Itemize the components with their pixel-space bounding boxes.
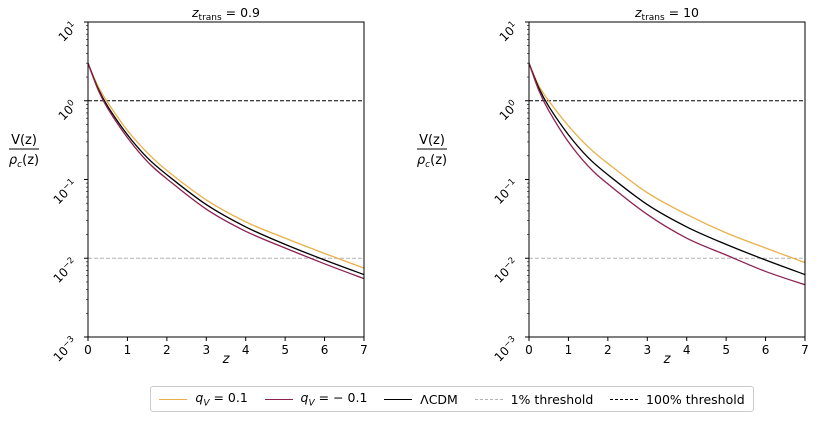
- legend-swatch: [384, 398, 413, 400]
- x-axis-label: z: [663, 352, 672, 367]
- x-tick-label: 4: [242, 343, 250, 357]
- plot-frame: [528, 21, 806, 338]
- y-tick-label: 10−3: [491, 334, 521, 364]
- panel-title: ztrans = 10: [634, 5, 699, 23]
- series-line-qv-neg: [88, 62, 364, 280]
- x-axis-label: z: [222, 352, 231, 367]
- legend-swatch: [264, 398, 293, 400]
- series-line-qv-pos: [88, 62, 364, 269]
- legend-swatch: [610, 398, 639, 400]
- panel-1: 0 1 2 3 4 5 6 7 10−3 10−2 10−1 100 101 ztrans = 0.9 z V…: [9, 5, 368, 367]
- y-tick-label: 101: [496, 19, 521, 44]
- x-tick-label: 2: [163, 343, 171, 357]
- x-tick-label: 1: [124, 343, 132, 357]
- x-tick-label: 1: [565, 343, 573, 357]
- y-axis-label-numerator: V(z): [11, 133, 37, 148]
- x-tick-label: 2: [604, 343, 612, 357]
- legend-item-qv-pos: qV = 0.1: [159, 389, 248, 409]
- series-line-qv-neg: [529, 62, 805, 286]
- legend-label: qV = 0.1: [195, 389, 248, 409]
- legend-swatch: [159, 398, 188, 400]
- y-axis-label-denominator: ρc(z): [417, 153, 447, 170]
- x-tick-label: 4: [683, 343, 691, 357]
- legend-item-qv-neg: qV = − 0.1: [264, 389, 368, 409]
- legend: qV = 0.1 qV = − 0.1 ΛCDM 1% threshold 100% t…: [150, 386, 754, 412]
- series-line-lcdm: [529, 62, 805, 276]
- y-tick-label: 100: [55, 98, 80, 123]
- y-tick-label: 10−2: [491, 255, 521, 285]
- panel-title: ztrans = 0.9: [191, 5, 260, 23]
- legend-item-lcdm: ΛCDM: [384, 392, 458, 407]
- legend-swatch: [474, 398, 503, 400]
- x-tick-label: 5: [722, 343, 730, 357]
- legend-item-hundred-pct: 100% threshold: [610, 392, 745, 407]
- x-tick-label: 5: [281, 343, 289, 357]
- y-tick-label: 100: [496, 98, 521, 123]
- x-tick-label: 7: [360, 343, 368, 357]
- x-tick-label: 0: [525, 343, 533, 357]
- y-tick-label: 10−1: [491, 177, 521, 207]
- x-tick-label: 3: [202, 343, 210, 357]
- legend-label: 100% threshold: [646, 391, 745, 407]
- y-tick-label: 10−3: [50, 334, 80, 364]
- y-tick-label: 10−2: [50, 255, 80, 285]
- plot-frame: [87, 21, 365, 338]
- x-tick-label: 6: [321, 343, 329, 357]
- x-tick-label: 6: [762, 343, 770, 357]
- x-tick-label: 3: [643, 343, 651, 357]
- x-tick-label: 0: [84, 343, 92, 357]
- y-axis-label-numerator: V(z): [419, 133, 445, 148]
- y-tick-label: 101: [55, 19, 80, 44]
- y-axis-label-denominator: ρc(z): [9, 153, 39, 170]
- legend-label: ΛCDM: [420, 391, 458, 407]
- x-tick-label: 7: [801, 343, 809, 357]
- panel-2: 0 1 2 3 4 5 6 7 10−3 10−2 10−1 100 101 ztrans = 10 z V(…: [417, 5, 809, 367]
- y-tick-label: 10−1: [50, 177, 80, 207]
- legend-label: 1% threshold: [510, 391, 594, 407]
- series-line-lcdm: [88, 62, 364, 276]
- series-line-qv-pos: [529, 62, 805, 264]
- legend-label: qV = − 0.1: [300, 389, 368, 409]
- legend-item-one-pct: 1% threshold: [474, 391, 594, 407]
